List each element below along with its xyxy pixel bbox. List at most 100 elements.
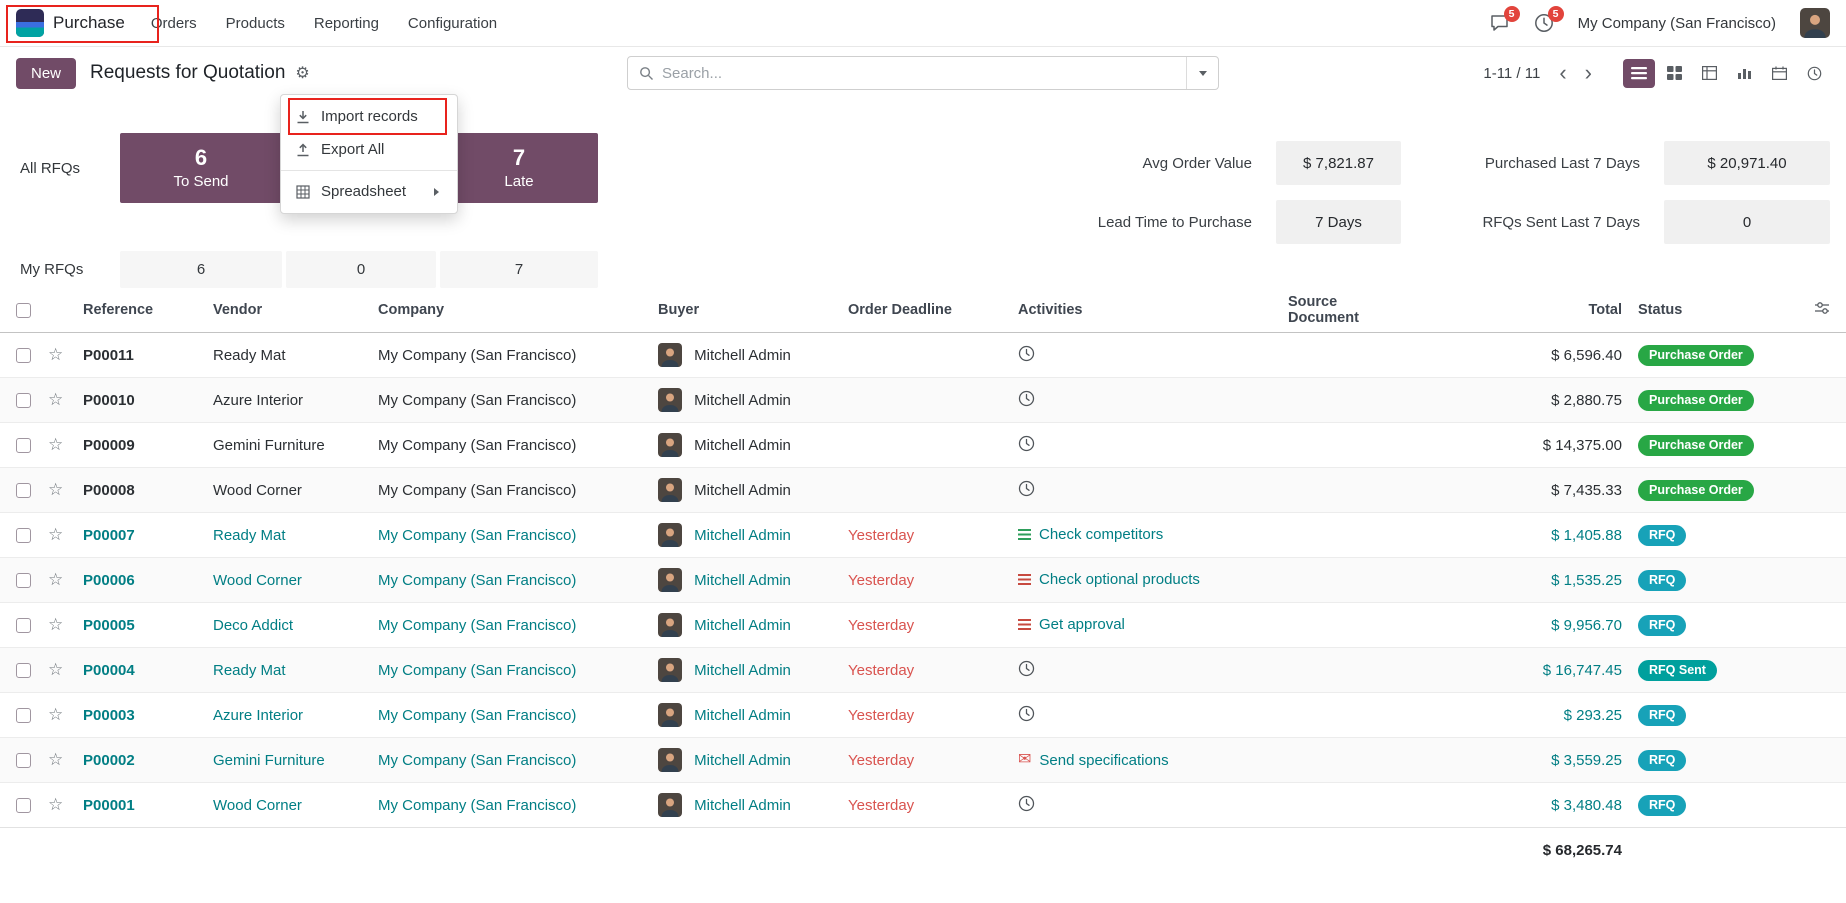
new-button[interactable]: New xyxy=(16,57,77,89)
select-all-checkbox[interactable] xyxy=(16,302,31,318)
cell-reference[interactable]: P00006 xyxy=(83,571,135,589)
cell-vendor[interactable]: Wood Corner xyxy=(213,481,302,499)
table-row[interactable]: ☆ P00011 Ready Mat My Company (San Franc… xyxy=(0,333,1846,378)
header-activities[interactable]: Activities xyxy=(1010,288,1280,333)
my-to-send[interactable]: 6 xyxy=(120,251,282,288)
header-buyer[interactable]: Buyer xyxy=(650,288,840,333)
card-late[interactable]: 7 Late xyxy=(440,133,598,203)
kpi-rfqs-sent-value[interactable]: 0 xyxy=(1664,200,1830,244)
row-select-cell[interactable] xyxy=(0,738,40,783)
activity-summary[interactable]: ✉ Send specifications xyxy=(1018,752,1169,769)
row-select-cell[interactable] xyxy=(0,558,40,603)
cell-buyer[interactable]: Mitchell Admin xyxy=(650,558,840,603)
cell-order-deadline[interactable]: Yesterday xyxy=(848,796,915,814)
cell-source-document[interactable] xyxy=(1280,603,1415,648)
cell-status[interactable]: Purchase Order xyxy=(1630,378,1786,423)
cell-company[interactable]: My Company (San Francisco) xyxy=(378,616,577,634)
favorite-cell[interactable]: ☆ xyxy=(40,693,75,738)
header-order-deadline[interactable]: Order Deadline xyxy=(840,288,1010,333)
cell-activities[interactable]: ✉ Check optional products xyxy=(1010,558,1280,603)
favorite-cell[interactable]: ☆ xyxy=(40,378,75,423)
cell-buyer[interactable]: Mitchell Admin xyxy=(650,378,840,423)
my-late[interactable]: 7 xyxy=(440,251,598,288)
graph-view-icon[interactable] xyxy=(1728,59,1760,88)
my-waiting[interactable]: 0 xyxy=(286,251,436,288)
cell-vendor[interactable]: Ready Mat xyxy=(213,346,286,364)
favorite-cell[interactable]: ☆ xyxy=(40,648,75,693)
favorite-star-icon[interactable]: ☆ xyxy=(48,570,64,589)
table-row[interactable]: ☆ P00006 Wood Corner My Company (San Fra… xyxy=(0,557,1846,603)
cell-vendor[interactable]: Ready Mat xyxy=(213,526,286,544)
row-checkbox[interactable] xyxy=(16,393,31,409)
row-checkbox[interactable] xyxy=(16,348,31,364)
cell-total[interactable]: $ 7,435.33 xyxy=(1551,481,1622,499)
cell-activities[interactable]: ✉ xyxy=(1010,378,1280,423)
cell-total[interactable]: $ 3,559.25 xyxy=(1551,751,1622,769)
favorite-cell[interactable]: ☆ xyxy=(40,738,75,783)
cell-source-document[interactable] xyxy=(1280,648,1415,693)
cell-total[interactable]: $ 14,375.00 xyxy=(1542,436,1622,454)
menu-item-import-records[interactable]: Import records xyxy=(281,98,457,135)
user-avatar[interactable] xyxy=(1800,8,1830,38)
cell-buyer[interactable]: Mitchell Admin xyxy=(650,648,840,693)
menu-configuration[interactable]: Configuration xyxy=(407,14,498,32)
row-select-cell[interactable] xyxy=(0,648,40,693)
row-checkbox[interactable] xyxy=(16,528,31,544)
favorite-star-icon[interactable]: ☆ xyxy=(48,705,64,724)
select-all-checkbox-cell[interactable] xyxy=(0,288,40,333)
cell-order-deadline[interactable]: Yesterday xyxy=(848,526,915,544)
cell-company[interactable]: My Company (San Francisco) xyxy=(378,391,577,409)
row-select-cell[interactable] xyxy=(0,333,40,378)
cell-activities[interactable]: ✉ xyxy=(1010,333,1280,378)
cell-status[interactable]: RFQ xyxy=(1630,738,1786,783)
cell-vendor[interactable]: Azure Interior xyxy=(213,391,304,409)
cell-buyer[interactable]: Mitchell Admin xyxy=(650,693,840,738)
cell-company[interactable]: My Company (San Francisco) xyxy=(378,661,577,679)
cell-order-deadline[interactable] xyxy=(840,423,1010,468)
table-row[interactable]: ☆ P00007 Ready Mat My Company (San Franc… xyxy=(0,512,1846,558)
cell-source-document[interactable] xyxy=(1280,423,1415,468)
cell-activities[interactable]: ✉ xyxy=(1010,648,1280,693)
cell-reference[interactable]: P00004 xyxy=(83,661,135,679)
row-select-cell[interactable] xyxy=(0,468,40,513)
favorite-star-icon[interactable]: ☆ xyxy=(48,435,64,454)
favorite-cell[interactable]: ☆ xyxy=(40,333,75,378)
cell-company[interactable]: My Company (San Francisco) xyxy=(378,706,577,724)
favorite-cell[interactable]: ☆ xyxy=(40,783,75,828)
cell-vendor[interactable]: Wood Corner xyxy=(213,796,302,814)
cell-status[interactable]: Purchase Order xyxy=(1630,468,1786,513)
cell-buyer[interactable]: Mitchell Admin xyxy=(650,468,840,513)
cell-total[interactable]: $ 1,405.88 xyxy=(1551,526,1622,544)
cell-buyer[interactable]: Mitchell Admin xyxy=(650,513,840,558)
cell-vendor[interactable]: Azure Interior xyxy=(213,706,304,724)
row-select-cell[interactable] xyxy=(0,513,40,558)
cell-source-document[interactable] xyxy=(1280,468,1415,513)
kanban-view-icon[interactable] xyxy=(1658,59,1690,88)
favorite-star-icon[interactable]: ☆ xyxy=(48,615,64,634)
row-checkbox[interactable] xyxy=(16,708,31,724)
pager[interactable]: 1-11 / 11 xyxy=(1483,64,1541,82)
cell-activities[interactable]: ✉ Check competitors xyxy=(1010,513,1280,558)
cell-total[interactable]: $ 2,880.75 xyxy=(1551,391,1622,409)
activity-summary[interactable]: ✉ Get approval xyxy=(1018,616,1125,633)
table-row[interactable]: ☆ P00001 Wood Corner My Company (San Fra… xyxy=(0,782,1846,828)
cell-status[interactable]: RFQ xyxy=(1630,783,1786,828)
cell-company[interactable]: My Company (San Francisco) xyxy=(378,526,577,544)
table-row[interactable]: ☆ P00004 Ready Mat My Company (San Franc… xyxy=(0,647,1846,693)
cell-company[interactable]: My Company (San Francisco) xyxy=(378,751,577,769)
cell-status[interactable]: RFQ xyxy=(1630,693,1786,738)
cell-vendor[interactable]: Wood Corner xyxy=(213,571,302,589)
kpi-avg-order-value[interactable]: $ 7,821.87 xyxy=(1276,141,1401,185)
cell-source-document[interactable] xyxy=(1280,558,1415,603)
cell-source-document[interactable] xyxy=(1280,333,1415,378)
header-company[interactable]: Company xyxy=(370,288,650,333)
cell-buyer[interactable]: Mitchell Admin xyxy=(650,738,840,783)
cell-total[interactable]: $ 6,596.40 xyxy=(1551,346,1622,364)
favorite-star-icon[interactable]: ☆ xyxy=(48,660,64,679)
cell-status[interactable]: Purchase Order xyxy=(1630,333,1786,378)
header-reference[interactable]: Reference xyxy=(75,288,205,333)
favorite-star-icon[interactable]: ☆ xyxy=(48,750,64,769)
cell-reference[interactable]: P00001 xyxy=(83,796,135,814)
kpi-lead-time-value[interactable]: 7 Days xyxy=(1276,200,1401,244)
table-row[interactable]: ☆ P00009 Gemini Furniture My Company (Sa… xyxy=(0,422,1846,468)
